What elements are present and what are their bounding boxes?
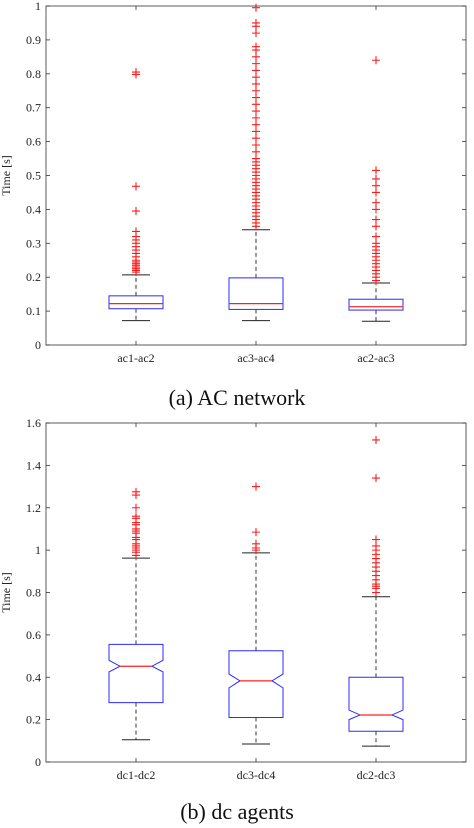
chart-b-outlier xyxy=(132,503,140,512)
chart-a-box xyxy=(228,277,284,310)
chart-a-outlier xyxy=(252,29,260,38)
chart-b-outlier xyxy=(132,487,140,496)
chart-a-ytick-label: 0.4 xyxy=(26,202,41,216)
chart-b-ylabel: Time [s] xyxy=(0,572,13,613)
chart-a-outlier xyxy=(372,232,380,241)
chart-a-outlier xyxy=(252,134,260,143)
chart-b-ytick-label: 0.8 xyxy=(26,586,41,600)
chart-a-outlier xyxy=(252,3,260,12)
chart-a-caption: (a) AC network xyxy=(169,385,306,410)
chart-b-ytick-label: 1 xyxy=(35,543,41,557)
chart-a-ytick-label: 0.8 xyxy=(26,67,41,81)
chart-a-outlier xyxy=(372,198,380,207)
chart-a-outlier xyxy=(372,222,380,231)
chart-a-outlier xyxy=(252,52,260,61)
chart-a-outlier xyxy=(252,79,260,88)
chart-a-outlier xyxy=(132,227,140,236)
chart-a-outlier xyxy=(252,107,260,116)
chart-b-ytick-label: 1.6 xyxy=(26,416,41,430)
chart-b-box xyxy=(108,643,164,704)
chart-a-outlier xyxy=(252,42,260,51)
chart-a-outlier xyxy=(252,73,260,82)
chart-b-outlier xyxy=(372,535,380,544)
chart-a-outlier xyxy=(252,18,260,27)
chart-a-outlier xyxy=(372,205,380,214)
chart-a-outlier xyxy=(252,120,260,129)
chart-b-plot: 0 0.2 0.4 0.6 0.8 1 1.2 1.4 1.6 Time [s] dc1-dc2 dc… xyxy=(0,416,467,782)
chart-a-ytick-label: 0.9 xyxy=(26,33,41,47)
chart-a-ytick-label: 0.3 xyxy=(26,236,41,250)
chart-a-ytick-label: 0.1 xyxy=(26,304,41,318)
chart-a-box xyxy=(108,295,164,310)
chart-a-outlier xyxy=(372,166,380,175)
chart-a-outlier xyxy=(252,66,260,75)
chart-a-xtick-label: ac3-ac4 xyxy=(237,351,274,365)
chart-a-ytick-label: 0 xyxy=(35,338,41,352)
chart-a-ytick-label: 0.5 xyxy=(26,169,41,183)
chart-b-outlier xyxy=(372,435,380,444)
chart-b-box xyxy=(228,650,284,719)
chart-a-ytick-label: 1 xyxy=(35,0,41,13)
chart-a-outlier xyxy=(372,239,380,248)
chart-a-outlier xyxy=(252,59,260,68)
chart-a-xtick-label: ac2-ac3 xyxy=(357,351,394,365)
chart-b-xtick-label: dc3-dc4 xyxy=(237,768,276,782)
chart-a-outlier xyxy=(252,113,260,122)
chart-b-ytick-label: 0 xyxy=(35,755,41,769)
chart-a-outlier xyxy=(372,181,380,190)
chart-a-outlier xyxy=(252,154,260,163)
chart-a-outlier xyxy=(372,56,380,65)
chart-a-outlier xyxy=(252,93,260,102)
chart-b-xtick-label: dc1-dc2 xyxy=(117,768,156,782)
chart-a-ytick-label: 0.6 xyxy=(26,135,41,149)
chart-a-outlier xyxy=(132,207,140,216)
chart-b-ytick-label: 0.6 xyxy=(26,628,41,642)
chart-b-outlier xyxy=(372,474,380,483)
chart-b-ytick-label: 0.4 xyxy=(26,670,41,684)
chart-b-outlier xyxy=(252,528,260,537)
chart-a-xtick-label: ac1-ac2 xyxy=(117,351,154,365)
chart-a-outlier xyxy=(252,127,260,136)
chart-b-outlier xyxy=(252,482,260,491)
chart-a-box xyxy=(348,298,404,311)
chart-b-outlier xyxy=(132,512,140,521)
chart-b-caption: (b) dc agents xyxy=(180,799,294,824)
chart-a-outlier xyxy=(252,100,260,109)
chart-a-ylabel: Time [s] xyxy=(0,155,13,196)
chart-a-outlier xyxy=(132,182,140,191)
chart-b-ytick-label: 0.2 xyxy=(26,713,41,727)
chart-a-outlier xyxy=(132,68,140,77)
chart-b-ytick-label: 1.2 xyxy=(26,501,41,515)
chart-b-xtick-label: dc2-dc3 xyxy=(357,768,396,782)
chart-b-ytick-label: 1.4 xyxy=(26,458,41,472)
chart-a-outlier xyxy=(372,174,380,183)
chart-a-ytick-label: 0.2 xyxy=(26,270,41,284)
chart-a-plot: 0 0.1 0.2 0.3 0.4 0.5 0.6 0.7 0.8 0.9 1 Time [s] ac1… xyxy=(0,0,467,365)
chart-a-outlier xyxy=(252,147,260,156)
chart-a-outlier xyxy=(372,188,380,197)
chart-a-ytick-label: 0.7 xyxy=(26,101,41,115)
chart-b-outlier xyxy=(252,539,260,548)
chart-b-box xyxy=(348,676,404,732)
chart-a-outlier xyxy=(372,215,380,224)
chart-a-outlier xyxy=(252,140,260,149)
chart-a-outlier xyxy=(252,86,260,95)
